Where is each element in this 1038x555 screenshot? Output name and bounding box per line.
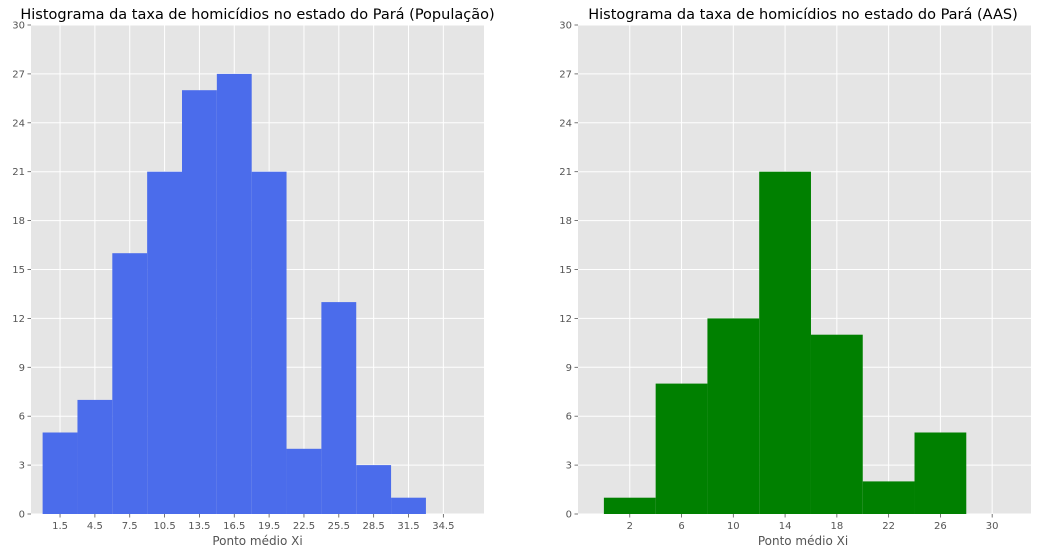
x-ticks-population: 1.5 4.5 7.5 10.5 13.5 16.5 19.5 22.5 25.5 28.5 31.… bbox=[52, 514, 454, 532]
y-tick-label: 6 bbox=[19, 412, 25, 423]
bars-aas bbox=[603, 171, 967, 514]
x-tick-label: 10.5 bbox=[153, 521, 175, 532]
x-tick-label: 22.5 bbox=[293, 521, 315, 532]
x-tick-label: 18 bbox=[830, 521, 843, 532]
histogram-bar bbox=[216, 73, 252, 515]
y-tick-label: 3 bbox=[19, 461, 25, 472]
x-axis-label-population: Ponto médio Xi bbox=[212, 534, 302, 548]
x-axis-label-aas: Ponto médio Xi bbox=[758, 534, 848, 548]
y-tick-label: 15 bbox=[12, 265, 25, 276]
bars-population bbox=[42, 73, 426, 515]
y-ticks-aas: 0 3 6 9 12 15 18 21 24 27 30 bbox=[559, 21, 578, 521]
histogram-bar bbox=[286, 448, 322, 514]
x-tick-label: 28.5 bbox=[363, 521, 385, 532]
y-ticks-population: 0 3 6 9 12 15 18 21 24 27 30 bbox=[12, 21, 31, 521]
y-tick-label: 18 bbox=[559, 216, 572, 227]
histogram-bar bbox=[707, 318, 760, 514]
histogram-bar bbox=[42, 432, 78, 514]
x-tick-label: 4.5 bbox=[87, 521, 103, 532]
x-tick-label: 31.5 bbox=[397, 521, 419, 532]
x-tick-label: 34.5 bbox=[432, 521, 454, 532]
y-tick-label: 12 bbox=[559, 314, 572, 325]
x-tick-label: 2 bbox=[627, 521, 633, 532]
y-tick-label: 9 bbox=[19, 363, 25, 374]
x-tick-label: 10 bbox=[727, 521, 740, 532]
x-tick-label: 22 bbox=[882, 521, 895, 532]
y-tick-label: 30 bbox=[559, 21, 572, 32]
x-tick-label: 13.5 bbox=[188, 521, 210, 532]
y-tick-label: 30 bbox=[12, 21, 25, 32]
histogram-bar bbox=[655, 383, 708, 514]
chart-title-aas: Histograma da taxa de homicídios no esta… bbox=[588, 7, 1018, 23]
y-tick-label: 18 bbox=[12, 216, 25, 227]
y-tick-label: 15 bbox=[559, 265, 572, 276]
histogram-bar bbox=[356, 465, 392, 514]
x-tick-label: 14 bbox=[779, 521, 792, 532]
chart-title-population: Histograma da taxa de homicídios no esta… bbox=[20, 7, 494, 23]
histogram-bar bbox=[391, 497, 426, 514]
x-tick-label: 1.5 bbox=[52, 521, 68, 532]
x-tick-label: 25.5 bbox=[328, 521, 350, 532]
y-tick-label: 0 bbox=[566, 510, 572, 521]
y-tick-label: 21 bbox=[559, 167, 572, 178]
y-tick-label: 27 bbox=[559, 69, 572, 80]
y-tick-label: 0 bbox=[19, 510, 25, 521]
histogram-bar bbox=[112, 253, 148, 514]
x-tick-label: 30 bbox=[986, 521, 999, 532]
x-tick-label: 7.5 bbox=[122, 521, 138, 532]
histogram-bar bbox=[603, 497, 656, 514]
histogram-bar bbox=[914, 432, 967, 514]
x-tick-label: 26 bbox=[934, 521, 947, 532]
histogram-bar bbox=[147, 171, 182, 514]
y-tick-label: 9 bbox=[566, 363, 572, 374]
x-tick-label: 19.5 bbox=[258, 521, 280, 532]
histogram-bar bbox=[759, 171, 811, 514]
y-tick-label: 27 bbox=[12, 69, 25, 80]
x-tick-label: 6 bbox=[678, 521, 684, 532]
x-tick-label: 16.5 bbox=[223, 521, 245, 532]
y-tick-label: 3 bbox=[566, 461, 572, 472]
y-tick-label: 24 bbox=[12, 118, 25, 129]
y-tick-label: 12 bbox=[12, 314, 25, 325]
y-tick-label: 24 bbox=[559, 118, 572, 129]
chart-population: 1.5 4.5 7.5 10.5 13.5 16.5 19.5 22.5 25.5 28.5 31.… bbox=[12, 7, 494, 548]
histogram-bar bbox=[251, 171, 287, 514]
y-tick-label: 21 bbox=[12, 167, 25, 178]
histogram-bar bbox=[810, 334, 863, 514]
y-tick-label: 6 bbox=[566, 412, 572, 423]
histogram-bar bbox=[862, 481, 915, 514]
histogram-bar bbox=[77, 399, 113, 514]
histogram-bar bbox=[182, 90, 217, 514]
x-ticks-aas: 2 6 10 14 18 22 26 30 bbox=[627, 514, 999, 532]
histogram-bar bbox=[321, 302, 357, 514]
